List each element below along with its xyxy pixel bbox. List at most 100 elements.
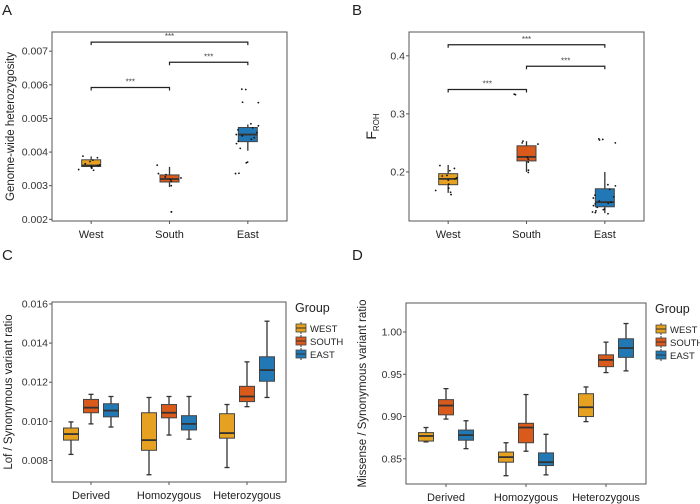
- data-point: [257, 124, 260, 127]
- data-point: [235, 142, 238, 145]
- x-tick-label: West: [436, 229, 461, 241]
- x-tick-label: East: [237, 229, 259, 241]
- data-point: [522, 140, 524, 143]
- box-south: [438, 399, 454, 416]
- data-point: [527, 171, 530, 174]
- y-tick-label: 0.010: [22, 416, 48, 428]
- data-point: [448, 169, 451, 172]
- data-point: [92, 169, 95, 172]
- data-point: [601, 138, 604, 141]
- data-point: [96, 164, 99, 167]
- y-axis-title: FROH: [363, 113, 381, 140]
- x-tick-label: Derived: [427, 492, 465, 504]
- y-tick-label: 0.016: [22, 298, 48, 310]
- data-point: [156, 164, 159, 167]
- data-point: [157, 172, 160, 175]
- data-point: [594, 211, 597, 214]
- significance-label: ***: [483, 79, 492, 88]
- significance-bracket: [168, 61, 249, 66]
- data-point: [527, 169, 530, 172]
- data-point: [238, 172, 240, 175]
- x-tick-label: Heterozygous: [572, 492, 640, 504]
- panel-letter-c: C: [2, 247, 13, 264]
- box-east: [259, 356, 275, 382]
- panel-letter-a: A: [2, 2, 12, 19]
- y-tick-label: 0.4: [390, 50, 405, 62]
- data-point: [602, 208, 605, 211]
- data-point: [594, 194, 596, 197]
- x-tick-label: Heterozygous: [213, 490, 281, 502]
- y-tick-label: 0.85: [382, 453, 403, 465]
- significance-bracket: [525, 65, 606, 70]
- x-tick-label: South: [155, 229, 184, 241]
- data-point: [598, 200, 601, 202]
- x-tick-label: South: [512, 229, 541, 241]
- data-point: [434, 189, 437, 192]
- data-point: [598, 139, 601, 141]
- box-west: [219, 413, 235, 439]
- data-point: [241, 101, 244, 104]
- x-tick-label: West: [79, 229, 104, 241]
- significance-bracket: [90, 86, 171, 91]
- panel-letter-b: B: [352, 2, 362, 19]
- plot-frame: [51, 31, 288, 222]
- data-point: [591, 211, 594, 213]
- data-point: [170, 184, 173, 187]
- y-axis-title: Lof / Synonymous variant ratio: [3, 314, 15, 469]
- data-point: [84, 162, 87, 165]
- data-point: [453, 178, 456, 180]
- panel-c-lof-ratio-chart: 0.008 0.010 0.012 0.014 0.016 Derived Homozygo…: [3, 298, 343, 502]
- data-point: [527, 161, 530, 163]
- panel-b-froh-chart: 0.2 0.3 0.4 West South East FROH *** *** ***: [363, 31, 645, 241]
- data-point: [447, 179, 450, 181]
- data-point: [98, 163, 101, 166]
- significance-label: ***: [204, 52, 213, 61]
- data-point: [439, 164, 441, 167]
- data-point: [592, 204, 595, 207]
- box-east: [181, 415, 197, 431]
- data-point: [164, 176, 167, 178]
- data-point: [170, 211, 173, 213]
- data-point: [240, 88, 243, 91]
- data-point: [234, 172, 237, 175]
- y-tick-label: 1.00: [382, 326, 403, 338]
- y-axis-title: Genome-wide heterozygosity: [5, 52, 17, 201]
- data-point: [96, 156, 99, 159]
- data-point: [241, 135, 244, 137]
- legend-label-west: WEST: [670, 325, 698, 336]
- y-tick-label: 0.008: [22, 455, 48, 467]
- box-west: [141, 412, 157, 451]
- box-east: [538, 452, 554, 467]
- data-point: [455, 176, 458, 179]
- y-tick-label: 0.005: [22, 113, 48, 125]
- y-tick-label: 0.95: [382, 369, 403, 381]
- data-point: [253, 136, 256, 139]
- data-point: [250, 138, 253, 141]
- data-point: [165, 173, 167, 176]
- data-point: [450, 193, 452, 196]
- y-tick-label: 0.007: [22, 46, 48, 58]
- data-point: [608, 188, 611, 191]
- data-point: [257, 101, 260, 104]
- y-tick-label: 0.012: [22, 377, 48, 389]
- data-point: [612, 196, 615, 198]
- significance-label: ***: [522, 35, 531, 44]
- significance-bracket: [447, 88, 528, 93]
- legend-label-west: WEST: [310, 324, 338, 335]
- data-point: [249, 122, 252, 125]
- data-point: [596, 206, 599, 209]
- data-point: [244, 88, 247, 91]
- data-point: [526, 156, 529, 159]
- legend-title: Group: [655, 302, 690, 316]
- y-tick-label: 0.004: [22, 147, 48, 159]
- significance-bracket: [447, 44, 606, 48]
- significance-label: ***: [126, 77, 135, 86]
- panel-d-missense-ratio-chart: 0.85 0.90 0.95 1.00 Derived Homozygous Heteroz…: [357, 300, 700, 504]
- legend-label-south: SOUTH: [670, 338, 700, 349]
- y-tick-label: 0.90: [382, 411, 403, 423]
- x-tick-label: Homozygous: [494, 492, 559, 504]
- data-point: [77, 168, 80, 171]
- data-point: [449, 191, 452, 194]
- data-point: [82, 155, 84, 157]
